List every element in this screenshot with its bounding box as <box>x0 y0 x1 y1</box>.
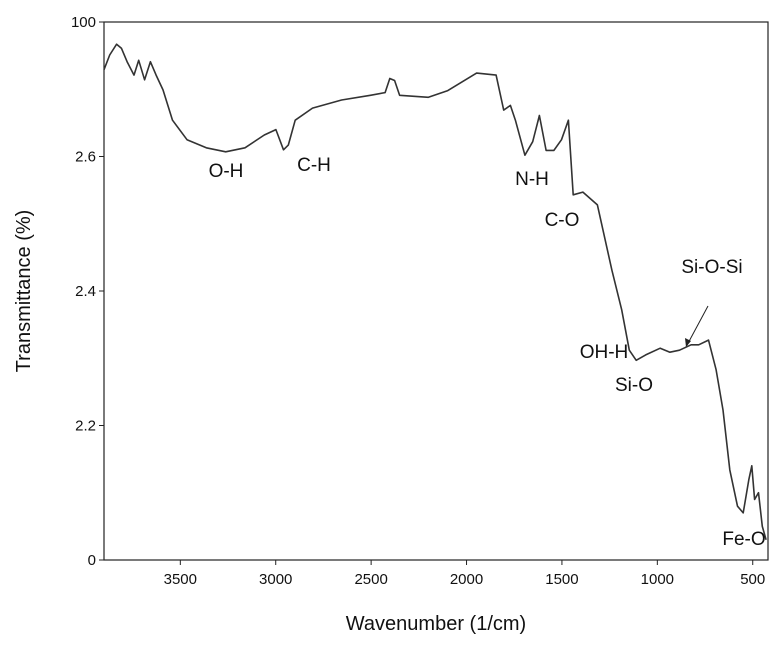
x-tick-label: 2500 <box>354 571 387 588</box>
arrow-head <box>685 338 691 347</box>
y-tick-label: 0 <box>88 552 96 569</box>
x-tick-label: 1000 <box>641 571 674 588</box>
x-tick-label: 3500 <box>164 571 197 588</box>
annotation: Si-O <box>615 375 653 396</box>
annotation: OH-H <box>580 342 629 363</box>
plot-frame <box>103 21 769 561</box>
x-tick-label: 1500 <box>545 571 578 588</box>
annotation: N-H <box>515 169 549 190</box>
annotation: Si-O-Si <box>681 257 742 278</box>
annotation: C-O <box>545 210 580 231</box>
x-tick-label: 3000 <box>259 571 292 588</box>
y-axis-title: Transmittance (%) <box>13 210 35 373</box>
annotation: Fe-O <box>722 529 765 550</box>
x-tick-label: 500 <box>740 571 765 588</box>
y-tick-label: 100 <box>71 14 96 31</box>
y-tick-label: 2.4 <box>75 283 96 300</box>
annotation-arrow <box>685 305 709 348</box>
x-axis-title: Wavenumber (1/cm) <box>346 613 526 635</box>
spectrum-line <box>103 43 767 541</box>
y-tick-label: 2.6 <box>75 149 96 166</box>
x-tick-label: 2000 <box>450 571 483 588</box>
annotation: C-H <box>297 155 331 176</box>
annotation: O-H <box>209 161 244 182</box>
y-tick-label: 2.2 <box>75 418 96 435</box>
